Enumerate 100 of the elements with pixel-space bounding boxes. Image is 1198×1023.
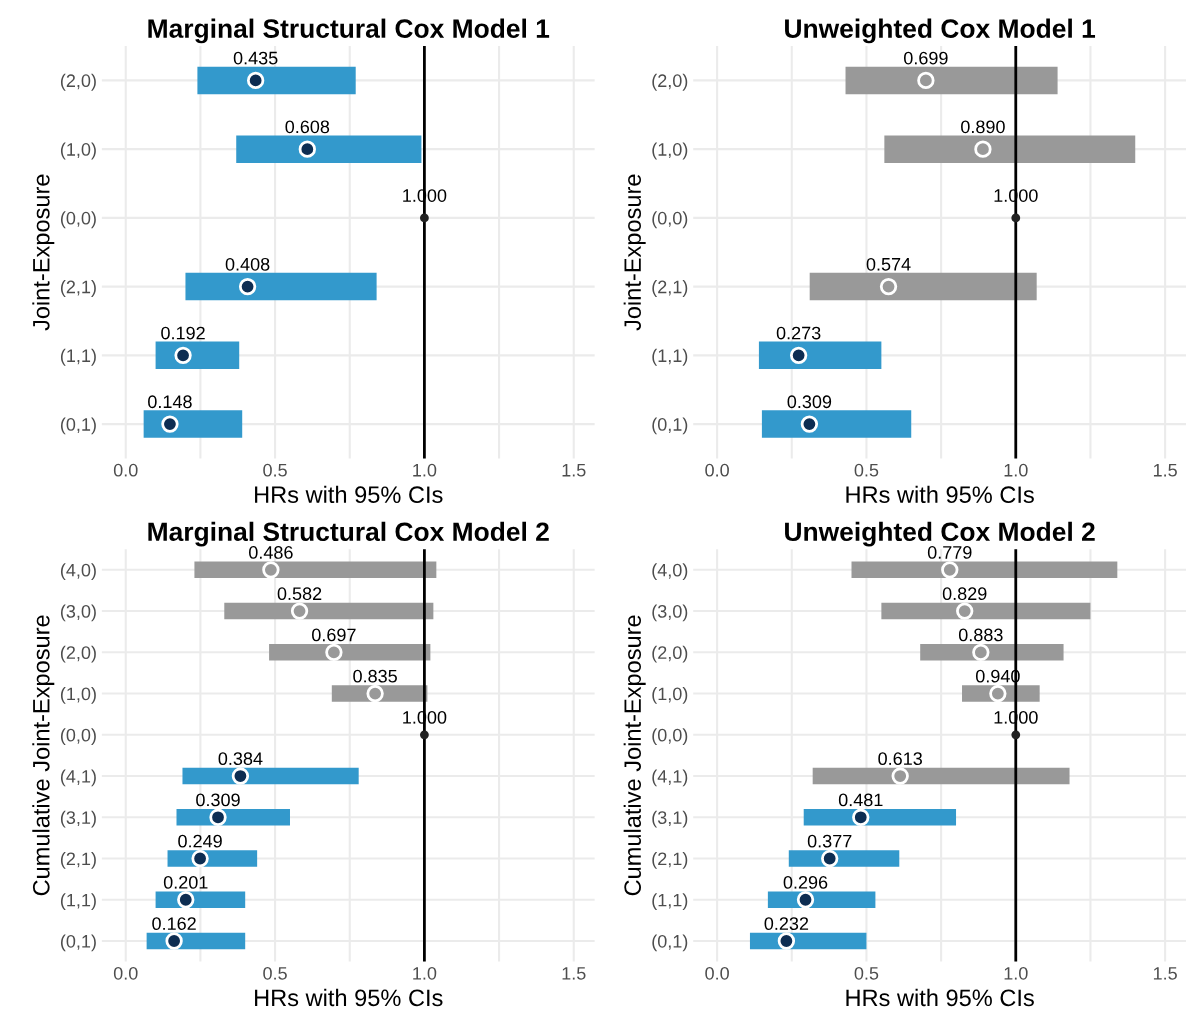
point <box>800 415 819 433</box>
point <box>262 561 280 579</box>
bar <box>845 66 1058 95</box>
data-label: 0.699 <box>903 51 948 65</box>
y-tick-label: (0,0) <box>652 211 688 229</box>
point <box>777 932 796 950</box>
y-tick-label: (2,1) <box>652 851 688 869</box>
y-tick-label: (3,1) <box>60 810 96 828</box>
bar <box>761 410 912 438</box>
data-label: 0.582 <box>277 587 322 601</box>
point <box>161 415 179 433</box>
y-tick-label: (2,1) <box>60 280 96 297</box>
x-tick-label: 1.5 <box>562 463 586 477</box>
y-tick-label: (2,0) <box>652 645 688 663</box>
data-label: 0.408 <box>225 257 270 271</box>
bar <box>197 66 356 95</box>
data-label: 0.890 <box>961 120 1005 134</box>
y-tick-label: (1,1) <box>652 893 688 911</box>
data-label: 0.232 <box>764 917 809 931</box>
data-label: 0.486 <box>249 546 293 559</box>
point <box>246 71 265 90</box>
point <box>290 602 309 620</box>
data-label: 0.273 <box>776 326 821 340</box>
y-tick-label: (1,1) <box>60 893 96 911</box>
x-tick-label: 0.5 <box>854 966 879 980</box>
x-tick-label: 1.5 <box>1153 463 1177 477</box>
bar <box>194 561 437 579</box>
point <box>789 346 808 365</box>
data-label: 0.829 <box>942 587 987 601</box>
x-tick-label: 1.0 <box>413 966 437 980</box>
y-axis-title: Cumulative Joint-Exposure <box>32 615 55 896</box>
y-tick-label: (1,0) <box>60 142 96 160</box>
point <box>298 140 316 158</box>
bar <box>812 767 1070 785</box>
y-tick-label: (1,0) <box>652 687 688 704</box>
bar <box>884 135 1136 163</box>
data-label: 0.377 <box>807 834 852 848</box>
point <box>191 849 209 868</box>
x-axis-title: HRs with 95% CIs <box>846 988 1034 1007</box>
y-tick-label: (1,0) <box>60 687 96 704</box>
point <box>231 767 250 785</box>
data-label: 0.192 <box>161 326 205 340</box>
y-tick-label: (0,1) <box>60 934 96 952</box>
y-axis-title: Joint-Exposure <box>32 174 55 331</box>
y-tick-label: (1,1) <box>652 348 688 366</box>
y-tick-label: (4,0) <box>60 563 96 581</box>
data-label: 0.309 <box>787 395 832 409</box>
bar <box>851 561 1118 579</box>
data-label: 0.201 <box>163 875 208 889</box>
y-tick-label: (1,0) <box>652 142 688 160</box>
bar <box>224 602 434 620</box>
point <box>941 561 959 579</box>
x-tick-label: 0.5 <box>263 966 287 980</box>
point <box>325 643 343 661</box>
bar <box>803 809 957 826</box>
bar <box>758 341 882 370</box>
chart-title: Unweighted Cox Model 1 <box>785 18 1096 44</box>
y-tick-label: (3,0) <box>60 604 96 622</box>
x-tick-label: 1.5 <box>562 967 586 980</box>
bar <box>881 602 1091 620</box>
x-tick-label: 1.0 <box>1004 463 1028 477</box>
chart-title: Marginal Structural Cox Model 2 <box>148 521 549 547</box>
x-tick-label: 1.0 <box>413 463 437 477</box>
y-tick-label: (4,0) <box>652 563 688 581</box>
chart-title: Unweighted Cox Model 2 <box>785 521 1095 547</box>
y-tick-label: (0,0) <box>60 728 96 746</box>
y-tick-label: (0,1) <box>652 934 688 952</box>
data-label: 0.162 <box>152 917 196 931</box>
point <box>974 140 992 158</box>
y-tick-label: (4,1) <box>60 769 96 787</box>
point <box>956 602 974 620</box>
x-tick-label: 0.0 <box>705 966 729 980</box>
data-label: 0.296 <box>783 875 828 889</box>
x-tick-label: 0.5 <box>854 463 879 477</box>
data-label: 0.883 <box>958 628 1003 642</box>
data-label: 0.608 <box>285 120 330 134</box>
point <box>238 277 257 296</box>
bar <box>143 410 243 438</box>
y-tick-label: (0,1) <box>652 417 688 435</box>
y-tick-label: (3,1) <box>652 810 688 828</box>
bar <box>182 767 359 785</box>
point <box>821 849 839 868</box>
data-label: 0.697 <box>312 628 356 642</box>
data-label: 0.249 <box>178 834 222 848</box>
point <box>796 891 815 909</box>
x-tick-label: 1.0 <box>1004 966 1028 980</box>
data-label: 0.835 <box>353 669 397 683</box>
point <box>209 808 227 826</box>
data-label: 0.435 <box>233 51 278 65</box>
data-label: 0.309 <box>196 793 240 807</box>
y-axis-title: Joint-Exposure <box>623 174 646 331</box>
point <box>174 346 192 365</box>
data-label: 0.613 <box>878 752 922 766</box>
x-tick-label: 1.5 <box>1153 967 1177 980</box>
point <box>165 932 183 950</box>
y-tick-label: (2,0) <box>60 73 96 91</box>
data-label: 0.384 <box>218 752 263 766</box>
y-tick-label: (2,1) <box>60 851 96 869</box>
point <box>879 277 898 296</box>
point <box>972 643 990 661</box>
